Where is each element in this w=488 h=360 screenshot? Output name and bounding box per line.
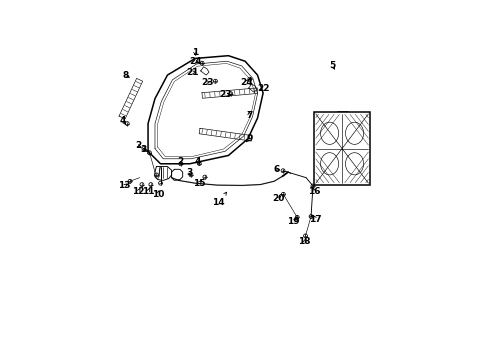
- Text: 4: 4: [120, 116, 126, 125]
- Text: 16: 16: [307, 187, 320, 196]
- Text: 7: 7: [245, 111, 252, 120]
- Text: 24: 24: [240, 77, 252, 86]
- Text: 2: 2: [135, 141, 141, 150]
- Text: 21: 21: [186, 68, 198, 77]
- Text: 12: 12: [132, 187, 144, 196]
- Text: 1: 1: [192, 48, 198, 57]
- Text: 4: 4: [194, 157, 201, 166]
- Text: 17: 17: [309, 215, 322, 224]
- Text: 3: 3: [186, 168, 192, 177]
- Text: 20: 20: [272, 194, 284, 203]
- Text: 23: 23: [219, 90, 231, 99]
- Text: 15: 15: [193, 179, 205, 188]
- Text: 23: 23: [201, 77, 213, 86]
- Text: 2: 2: [177, 157, 183, 166]
- Text: 13: 13: [118, 181, 130, 190]
- Text: 10: 10: [151, 190, 163, 199]
- Text: 18: 18: [298, 237, 310, 246]
- Text: 14: 14: [212, 192, 226, 207]
- Text: 22: 22: [256, 85, 269, 94]
- Text: 11: 11: [142, 187, 154, 196]
- Text: 9: 9: [245, 134, 252, 143]
- Text: 6: 6: [273, 165, 280, 174]
- Text: 5: 5: [328, 61, 335, 70]
- Text: 24: 24: [188, 57, 201, 66]
- Text: 3: 3: [141, 145, 147, 154]
- Text: 8: 8: [122, 71, 129, 80]
- Text: 19: 19: [286, 217, 299, 226]
